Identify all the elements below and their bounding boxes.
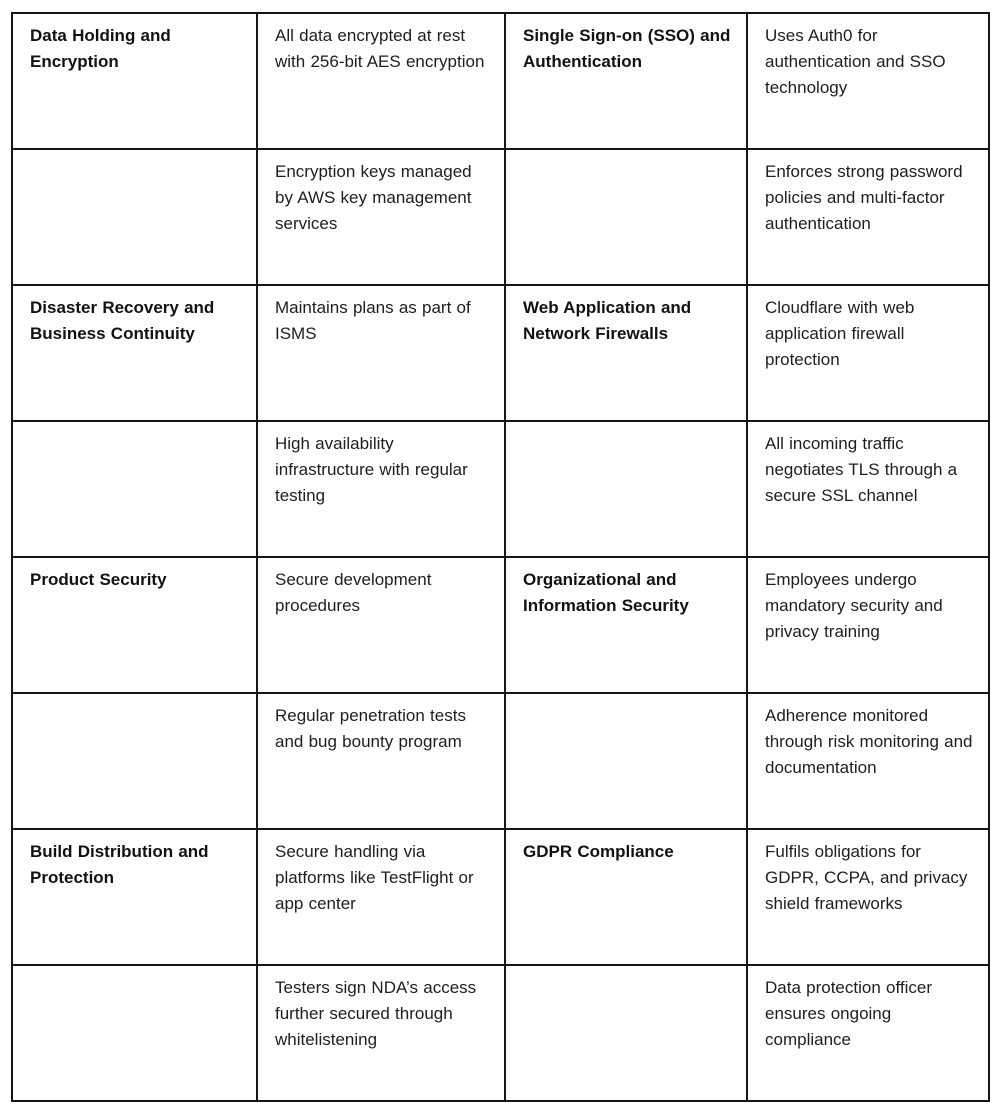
category-cell: Product Security <box>11 556 258 694</box>
detail-cell: Fulfils obligations for GDPR, CCPA, and … <box>746 828 990 966</box>
detail-cell: Adherence monitored through risk monitor… <box>746 692 990 830</box>
detail-cell: Cloudflare with web application firewall… <box>746 284 990 422</box>
detail-cell: Secure handling via platforms like TestF… <box>256 828 506 966</box>
category-cell: GDPR Compliance <box>504 828 748 966</box>
table-row: Build Distribution and Protection Secure… <box>11 828 990 966</box>
table-row: Encryption keys managed by AWS key manag… <box>11 148 990 286</box>
security-practices-table: Data Holding and Encryption All data enc… <box>11 12 990 1102</box>
detail-cell: Regular penetration tests and bug bounty… <box>256 692 506 830</box>
table-row: Data Holding and Encryption All data enc… <box>11 12 990 150</box>
detail-cell: High availability infrastructure with re… <box>256 420 506 558</box>
detail-cell: All data encrypted at rest with 256-bit … <box>256 12 506 150</box>
category-cell <box>504 692 748 830</box>
table-row: Product Security Secure development proc… <box>11 556 990 694</box>
detail-cell: Maintains plans as part of ISMS <box>256 284 506 422</box>
detail-cell: Employees undergo mandatory security and… <box>746 556 990 694</box>
category-cell: Organizational and Information Security <box>504 556 748 694</box>
category-cell: Data Holding and Encryption <box>11 12 258 150</box>
detail-cell: Encryption keys managed by AWS key manag… <box>256 148 506 286</box>
category-cell <box>11 692 258 830</box>
category-cell <box>11 148 258 286</box>
category-cell <box>504 148 748 286</box>
table-row: Testers sign NDA’s access further secure… <box>11 964 990 1102</box>
category-cell <box>504 964 748 1102</box>
category-cell <box>11 964 258 1102</box>
detail-cell: Enforces strong password policies and mu… <box>746 148 990 286</box>
category-cell: Build Distribution and Protection <box>11 828 258 966</box>
detail-cell: Uses Auth0 for authentication and SSO te… <box>746 12 990 150</box>
detail-cell: Secure development procedures <box>256 556 506 694</box>
table-row: High availability infrastructure with re… <box>11 420 990 558</box>
table-row: Disaster Recovery and Business Continuit… <box>11 284 990 422</box>
detail-cell: All incoming traffic negotiates TLS thro… <box>746 420 990 558</box>
detail-cell: Data protection officer ensures ongoing … <box>746 964 990 1102</box>
category-cell <box>504 420 748 558</box>
category-cell: Single Sign-on (SSO) and Authentication <box>504 12 748 150</box>
detail-cell: Testers sign NDA’s access further secure… <box>256 964 506 1102</box>
table-row: Regular penetration tests and bug bounty… <box>11 692 990 830</box>
category-cell <box>11 420 258 558</box>
category-cell: Web Application and Network Firewalls <box>504 284 748 422</box>
category-cell: Disaster Recovery and Business Continuit… <box>11 284 258 422</box>
